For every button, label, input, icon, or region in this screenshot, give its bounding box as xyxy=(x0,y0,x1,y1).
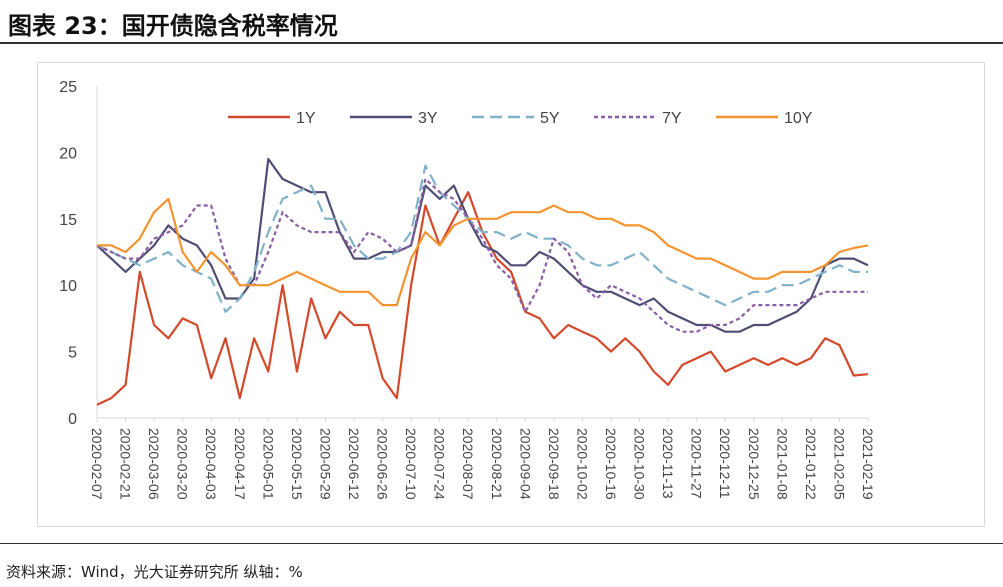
y-tick-label: 5 xyxy=(68,345,77,362)
x-tick-label: 2020-05-15 xyxy=(289,428,305,500)
x-tick-label: 2020-05-29 xyxy=(317,428,333,500)
legend-label-10y: 10Y xyxy=(784,110,813,127)
x-tick-label: 2020-04-17 xyxy=(232,428,248,500)
series-line-3y xyxy=(96,157,869,333)
legend-label-1y: 1Y xyxy=(296,110,316,127)
x-tick-label: 2020-04-03 xyxy=(203,428,219,500)
x-tick-label: 2020-12-25 xyxy=(746,428,762,500)
x-tick-label: 2020-10-02 xyxy=(574,428,590,500)
source-divider xyxy=(0,543,1003,544)
series-line-5y xyxy=(96,164,868,313)
x-tick-label: 2021-01-08 xyxy=(774,428,790,500)
title-divider xyxy=(0,42,1003,44)
x-tick-label: 2020-07-10 xyxy=(403,428,419,500)
x-tick-label: 2021-02-05 xyxy=(831,428,847,500)
x-tick-label: 2020-09-18 xyxy=(546,428,562,500)
x-tick-label: 2021-02-19 xyxy=(860,428,876,500)
y-tick-label: 15 xyxy=(59,212,77,229)
x-tick-label: 2020-09-04 xyxy=(517,428,533,500)
x-tick-label: 2020-08-07 xyxy=(460,428,476,500)
x-tick-label: 2020-03-06 xyxy=(146,428,162,500)
series-line-1y xyxy=(96,191,869,406)
x-tick-label: 2020-10-30 xyxy=(632,428,648,500)
legend-label-7y: 7Y xyxy=(662,110,682,127)
x-tick-label: 2020-06-26 xyxy=(375,428,391,500)
x-tick-label: 2020-07-24 xyxy=(432,428,448,500)
x-tick-label: 2020-03-20 xyxy=(175,428,191,500)
x-tick-label: 2020-11-27 xyxy=(689,428,705,499)
x-tick-label: 2020-10-16 xyxy=(603,428,619,500)
y-tick-label: 25 xyxy=(59,79,77,96)
y-tick-label: 0 xyxy=(68,411,77,428)
x-tick-label: 2020-02-07 xyxy=(89,428,105,500)
series-line-10y xyxy=(97,197,869,307)
legend-label-5y: 5Y xyxy=(540,110,560,127)
x-tick-label: 2020-05-01 xyxy=(260,428,276,500)
legend-label-3y: 3Y xyxy=(418,110,438,127)
x-tick-label: 2020-08-21 xyxy=(489,428,505,500)
y-tick-label: 20 xyxy=(59,145,77,162)
y-tick-label: 10 xyxy=(59,278,77,295)
source-note: 资料来源：Wind，光大证券研究所 纵轴：% xyxy=(6,563,303,581)
chart-frame xyxy=(37,62,985,527)
x-tick-label: 2020-11-13 xyxy=(660,428,676,499)
x-tick-label: 2020-02-21 xyxy=(118,428,134,500)
x-tick-label: 2020-06-12 xyxy=(346,428,362,500)
chart-title: 图表 23：国开债隐含税率情况 xyxy=(8,12,338,40)
series-line-7y xyxy=(96,177,868,333)
x-tick-label: 2020-12-11 xyxy=(717,428,733,499)
x-tick-label: 2021-01-22 xyxy=(803,428,819,500)
